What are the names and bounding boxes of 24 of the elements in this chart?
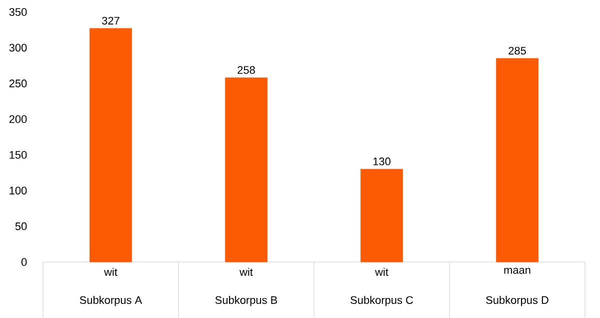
y-tick-label: 50 (15, 222, 27, 230)
text: Subkorpus D (486, 296, 548, 306)
bar (225, 78, 268, 262)
y-tick-label: 200 (9, 115, 27, 124)
y-tick-label: 100 (10, 186, 27, 194)
data-label: 285 (508, 46, 526, 55)
y-tick-label: 250 (9, 80, 27, 88)
x-tick-label: wit (104, 268, 118, 276)
text: Subkorpus A (80, 296, 142, 306)
y-tick-label: 350 (9, 8, 27, 16)
y-tick-label: 150 (10, 150, 27, 159)
text: Subkorpus C (350, 296, 413, 306)
bar (90, 28, 132, 262)
data-label: 258 (238, 66, 255, 74)
x-tick-label: wit (375, 268, 388, 276)
bar (360, 168, 403, 262)
x-tick-label: maan (504, 268, 530, 274)
y-tick-label: 0 (21, 258, 27, 266)
bar (496, 58, 538, 262)
y-tick-label: 300 (9, 44, 27, 52)
x-tick-label: wit (240, 268, 253, 276)
data-label: 130 (373, 158, 390, 166)
data-label: 327 (102, 16, 120, 25)
text: Subkorpus B (215, 296, 278, 306)
